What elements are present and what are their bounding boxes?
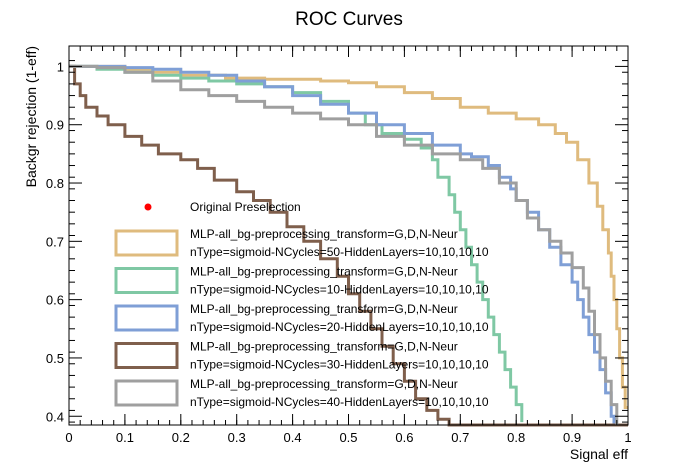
x-tick-label: 0.6 <box>395 430 413 445</box>
legend-label-line1: MLP-all_bg-preprocessing_transform=G,D,N… <box>190 377 458 391</box>
y-tick-label: 0.5 <box>46 351 64 366</box>
x-tick-label: 0.4 <box>284 430 302 445</box>
legend-swatch-1 <box>114 229 179 257</box>
roc-curve-4 <box>69 64 628 427</box>
y-tick-label: 0.4 <box>46 409 64 424</box>
axis-tick-labels: 0 0.1 0.2 0.3 0.4 0.5 0.6 0.7 0.8 0.9 1 0.4 0.5 0.6 0.… <box>46 59 632 445</box>
chart-title: ROC Curves <box>295 9 403 30</box>
roc-curve-2 <box>69 64 524 423</box>
x-tick-label: 1 <box>624 430 631 445</box>
legend-swatch-5 <box>114 379 179 407</box>
y-tick-label: 1 <box>57 59 64 74</box>
x-axis-title: Signal eff <box>570 446 628 462</box>
x-tick-label: 0.5 <box>339 430 357 445</box>
y-tick-label: 0.6 <box>46 293 64 308</box>
legend-label-line2: nType=sigmoid-NCycles=10-HiddenLayers=10… <box>190 283 489 297</box>
legend-swatch-4 <box>114 342 179 369</box>
x-tick-label: 0.3 <box>228 430 246 445</box>
y-tick-label: 0.9 <box>46 118 64 133</box>
legend-label-line1: MLP-all_bg-preprocessing_transform=G,D,N… <box>190 340 458 354</box>
y-axis-title: Backgr rejection (1-eff) <box>23 46 39 187</box>
legend: Original Preselection MLP-all_bg-preproce… <box>114 200 489 409</box>
legend-label-line2: nType=sigmoid-NCycles=50-HiddenLayers=10… <box>190 245 489 259</box>
x-tick-label: 0.2 <box>172 430 190 445</box>
legend-swatch-2 <box>114 267 179 294</box>
legend-label-line2: nType=sigmoid-NCycles=20-HiddenLayers=10… <box>190 320 489 334</box>
roc-curve-3 <box>69 64 616 425</box>
legend-label-line2: nType=sigmoid-NCycles=40-HiddenLayers=10… <box>190 395 489 409</box>
x-tick-label: 0.1 <box>116 430 134 445</box>
legend-label-line2: nType=sigmoid-NCycles=30-HiddenLayers=10… <box>190 358 489 372</box>
legend-marker-preselection <box>144 203 152 211</box>
legend-label-preselection: Original Preselection <box>190 200 301 214</box>
roc-curve-1 <box>69 64 628 409</box>
x-tick-label: 0 <box>65 430 72 445</box>
legend-label-line1: MLP-all_bg-preprocessing_transform=G,D,N… <box>190 265 458 279</box>
axis-ticks <box>68 46 629 425</box>
x-tick-label: 0.9 <box>563 430 581 445</box>
legend-swatch-3 <box>114 304 179 332</box>
legend-label-line1: MLP-all_bg-preprocessing_transform=G,D,N… <box>190 302 458 316</box>
curves-layer <box>69 64 628 427</box>
legend-label-line1: MLP-all_bg-preprocessing_transform=G,D,N… <box>190 227 458 241</box>
x-tick-label: 0.7 <box>451 430 469 445</box>
y-tick-label: 0.7 <box>46 234 64 249</box>
roc-curve-5 <box>69 64 619 425</box>
y-tick-label: 0.8 <box>46 176 64 191</box>
x-tick-label: 0.8 <box>507 430 525 445</box>
